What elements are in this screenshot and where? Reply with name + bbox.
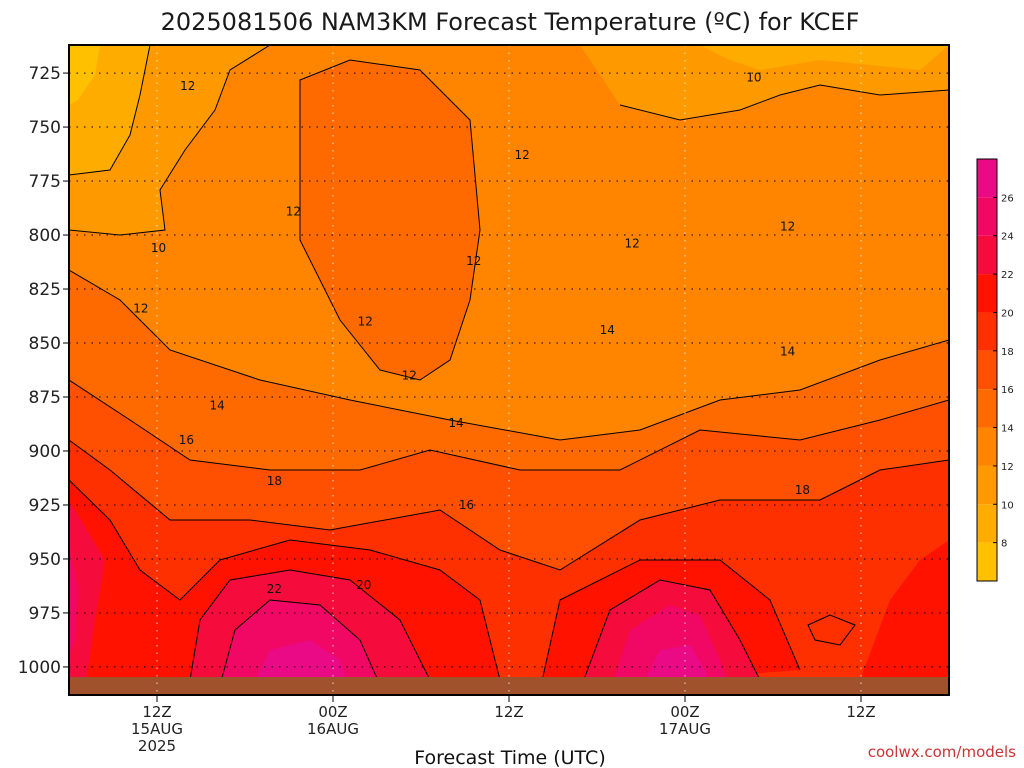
colorbar-swatch — [977, 504, 997, 543]
colorbar-swatch — [977, 389, 997, 428]
colorbar-swatch — [977, 235, 997, 275]
colorbar-swatch — [977, 542, 997, 581]
terrain-strip — [69, 677, 949, 695]
chart-title: 2025081506 NAM3KM Forecast Temperature (… — [161, 8, 860, 36]
contour-20-left — [69, 479, 501, 681]
contour-label: 22 — [267, 582, 282, 596]
colorbar-swatch — [977, 197, 997, 236]
x-axis-label: Forecast Time (UTC) — [414, 747, 605, 768]
contour-20-right — [539, 559, 801, 691]
plot-area — [69, 45, 949, 695]
contour-label: 12 — [515, 148, 530, 162]
colorbar-tick-label: 16 — [1001, 385, 1014, 396]
contour-14 — [69, 269, 949, 441]
contour-label: 14 — [449, 416, 464, 430]
contour-label: 12 — [402, 368, 417, 382]
colorbar-swatch — [977, 427, 997, 466]
colorbar-frame — [976, 158, 998, 582]
x-tick-label: 2025 — [138, 737, 176, 755]
contour-label: 10 — [746, 70, 761, 84]
colorbar-tick-label: 20 — [1001, 308, 1014, 319]
y-tick-label: 800 — [29, 226, 61, 246]
contour-label: 14 — [600, 323, 615, 337]
band-22-24-left — [69, 500, 105, 690]
contour-label: 12 — [466, 254, 481, 268]
contour-10-left — [69, 45, 151, 176]
contour-label: 18 — [795, 483, 810, 497]
y-tick-label: 925 — [29, 496, 61, 516]
contour-label: 12 — [780, 219, 795, 233]
y-tick-label: 950 — [29, 550, 61, 570]
contour-label: 12 — [180, 79, 195, 93]
contour-labels: 12 10 12 12 12 12 12 12 12 10 12 14 14 14 14 16 16 18 18 20… — [133, 70, 810, 596]
contour-label: 20 — [356, 578, 371, 592]
contour-label: 18 — [267, 474, 282, 488]
contour-label: 14 — [780, 345, 795, 359]
y-tick-label: 900 — [29, 442, 61, 462]
contour-label: 12 — [358, 314, 373, 328]
colorbar-swatch — [977, 159, 997, 198]
colorbar-swatch — [977, 465, 997, 505]
x-tick-label: 12Z — [494, 703, 523, 721]
x-tick-label: 00Z — [670, 703, 699, 721]
band-8-10-right — [700, 45, 949, 70]
contour-16 — [69, 379, 949, 471]
colorbar-tick-label: 8 — [1001, 539, 1007, 550]
colorbar-tick-label: 10 — [1001, 500, 1014, 511]
y-tick-label: 975 — [29, 604, 61, 624]
y-tick-label: 850 — [29, 334, 61, 354]
contour-12-patch — [299, 59, 481, 381]
contour-12-left — [69, 45, 271, 236]
x-tick-label: 12Z — [846, 703, 875, 721]
y-tick-label: 750 — [29, 118, 61, 138]
contour-18 — [69, 439, 949, 571]
colorbar-swatch — [977, 274, 997, 313]
contour-24-mid — [219, 599, 381, 686]
contour-label: 16 — [459, 498, 474, 512]
band-6-8-left — [69, 45, 100, 105]
contour-label: 14 — [209, 399, 224, 413]
y-tick-label: 725 — [29, 64, 61, 84]
band-10-12-right — [580, 45, 949, 120]
colorbar-tick-label: 14 — [1001, 424, 1014, 435]
colorbar-tick-label: 18 — [1001, 347, 1014, 358]
y-axis: 725 750 775 800 825 850 875 900 925 950 975 1000 — [18, 64, 69, 678]
colorbar-tick-label: 26 — [1001, 193, 1014, 204]
colorbar-tick-label: 24 — [1001, 232, 1014, 243]
credit-text: coolwx.com/models — [868, 743, 1016, 761]
contour-lines — [69, 45, 949, 691]
x-tick-label: 12Z — [142, 703, 171, 721]
x-tick-label: 15AUG — [131, 720, 183, 738]
colorbar-tick-label: 12 — [1001, 462, 1014, 473]
x-tick-label: 17AUG — [659, 720, 711, 738]
contour-small-loop — [807, 614, 856, 646]
colorbar-swatch — [977, 350, 997, 390]
contour-label: 12 — [625, 237, 640, 251]
contour-22-mid — [189, 569, 431, 681]
y-tick-label: 775 — [29, 172, 61, 192]
x-tick-label: 00Z — [318, 703, 347, 721]
band-12-14-patch — [300, 60, 480, 380]
contour-10-right — [619, 84, 949, 121]
x-tick-label: 16AUG — [307, 720, 359, 738]
y-tick-label: 1000 — [18, 658, 61, 678]
band-24-26-left — [69, 540, 78, 660]
band-20-22-edge — [860, 540, 949, 680]
contour-label: 10 — [151, 241, 166, 255]
colorbar-swatch — [977, 312, 997, 351]
contour-label: 16 — [179, 433, 194, 447]
contour-label: 12 — [286, 204, 301, 218]
y-tick-label: 825 — [29, 280, 61, 300]
contour-label: 12 — [133, 301, 148, 315]
colorbar: 8 10 12 14 16 18 20 22 24 26 — [976, 158, 1014, 582]
y-tick-label: 875 — [29, 388, 61, 408]
colorbar-tick-label: 22 — [1001, 270, 1014, 281]
